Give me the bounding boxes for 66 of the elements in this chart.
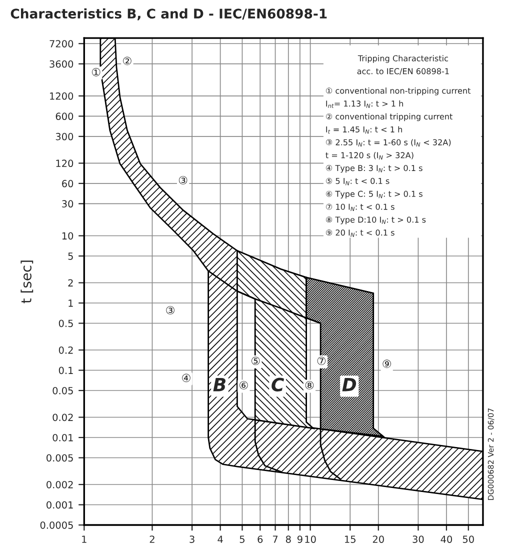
- annotation: ②: [123, 56, 132, 66]
- annotation: Tripping Characteristic: [358, 55, 448, 63]
- annotation: ⑥ Type C: 5 I$_{N}$: t > 0.1 s: [326, 190, 422, 198]
- x-tick-label: 40: [440, 536, 452, 543]
- y-tick-label: 5: [68, 252, 73, 260]
- x-tick-label: 2: [150, 536, 154, 543]
- y-tick-label: 0.0005: [40, 521, 73, 529]
- annotation: D: [342, 378, 356, 392]
- y-tick-label: 0.02: [52, 414, 73, 422]
- annotation: ③: [178, 176, 188, 184]
- annotation: ④ Type B: 3 I$_{N}$: t > 0.1 s: [326, 164, 422, 173]
- chart-title: Characteristics B, C and D - IEC/EN60898-1: [10, 8, 327, 20]
- annotation: ③ 2.55 I$_{N}$: t = 1-60 s (I$_{N}$ < 32A): [326, 139, 451, 147]
- x-tick-label: 6: [258, 536, 263, 543]
- x-tick-label: 50: [462, 536, 474, 543]
- y-tick-label: 7200: [50, 40, 74, 48]
- y-tick-label: 0.005: [46, 454, 73, 462]
- x-tick-label: 4: [218, 536, 223, 543]
- x-tick-label: 9: [297, 536, 302, 543]
- y-tick-label: 0.2: [58, 346, 73, 354]
- annotation: ⑨: [382, 360, 392, 368]
- x-tick-label: 3: [190, 536, 194, 543]
- annotation: ① conventional non-tripping current: [326, 88, 471, 96]
- y-tick-label: 0.1: [58, 366, 73, 374]
- annotation: ⑤: [251, 356, 260, 366]
- annotation: C: [272, 378, 284, 392]
- annotation: ⑤ 5 I$_{N}$: t < 0.1 s: [326, 178, 390, 186]
- y-tick-label: 10: [62, 232, 74, 240]
- y-tick-label: 120: [56, 160, 74, 168]
- annotation: ⑦: [317, 356, 326, 366]
- y-tick-label: 0.5: [58, 320, 73, 328]
- annotation: t = 1-120 s (I$_{N}$ > 32A): [326, 152, 414, 160]
- annotation: acc. to IEC/EN 60898-1: [357, 68, 449, 75]
- annotation: ①: [92, 68, 100, 76]
- y-tick-label: 0.002: [46, 480, 73, 488]
- annotation: B: [213, 378, 226, 392]
- annotation: I$_{nt}$= 1.13 I$_{N}$: t > 1 h: [326, 100, 404, 108]
- annotation: ⑥: [240, 381, 248, 390]
- y-tick-label: 1: [68, 300, 73, 307]
- y-tick-label: 3600: [50, 60, 74, 68]
- y-tick-label: 0.01: [52, 434, 73, 442]
- y-tick-label: 60: [62, 180, 74, 188]
- y-axis-title: t [sec]: [20, 260, 34, 304]
- y-tick-label: 30: [62, 200, 74, 208]
- x-tick-label: 30: [412, 536, 424, 543]
- x-tick-label: 7: [272, 536, 278, 543]
- x-tick-label: 15: [345, 536, 356, 543]
- y-tick-label: 0.001: [46, 501, 73, 509]
- x-tick-label: 10: [305, 536, 316, 543]
- y-tick-label: 1200: [50, 92, 74, 100]
- annotation: ② conventional tripping current: [326, 113, 452, 122]
- y-tick-label: 600: [56, 112, 74, 120]
- annotation: ⑨ 20 I$_{N}$: t < 0.1 s: [326, 230, 394, 237]
- annotation: ③: [166, 306, 174, 314]
- y-tick-label: 0.05: [52, 386, 73, 394]
- x-tick-label: 20: [372, 536, 384, 543]
- annotation: ⑧ Type D:10 I$_{N}$: t > 0.1 s: [326, 216, 426, 224]
- annotation: ⑦ 10 I$_{N}$: t < 0.1 s: [326, 204, 394, 212]
- x-tick-label: 1: [82, 536, 86, 543]
- annotation: ④: [182, 374, 190, 382]
- annotation: I$_{t}$ = 1.45 I$_{N}$: t < 1 h: [326, 126, 402, 134]
- y-tick-label: 2: [68, 279, 73, 286]
- annotation: ⑧: [305, 381, 314, 390]
- x-tick-label: 5: [240, 536, 244, 543]
- y-tick-label: 300: [56, 132, 74, 140]
- x-tick-label: 8: [286, 536, 291, 543]
